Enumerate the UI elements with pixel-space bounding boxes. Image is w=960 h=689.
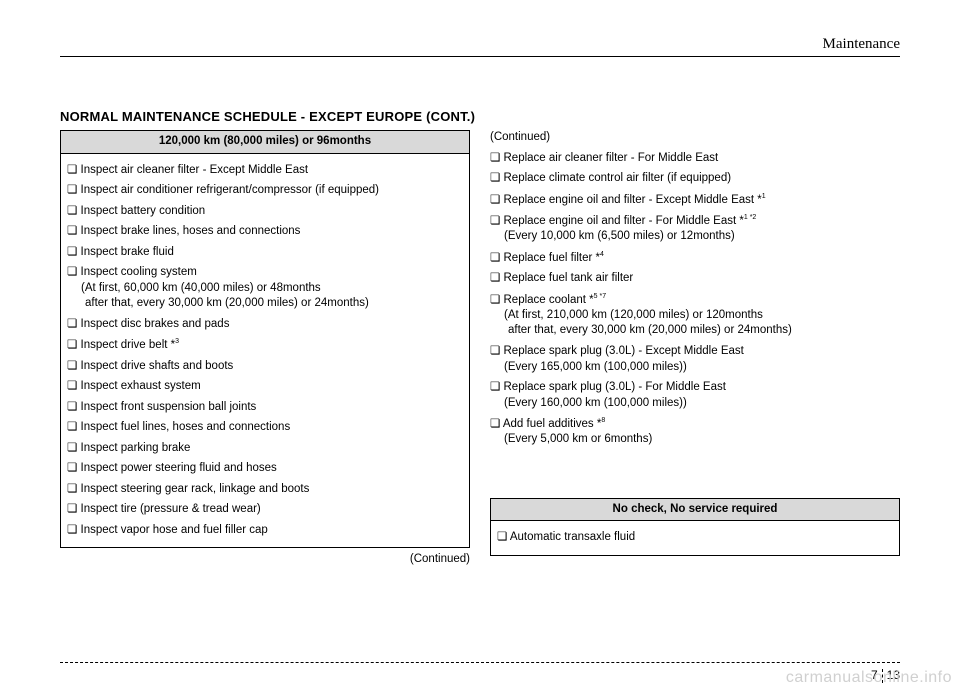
list-item: ❏ Replace engine oil and filter - For Mi… xyxy=(490,213,900,245)
list-item: ❏ Inspect tire (pressure & tread wear) xyxy=(67,502,463,518)
list-item: ❏ Inspect air cleaner filter - Except Mi… xyxy=(67,163,463,179)
header-rule xyxy=(60,56,900,57)
continued-bottom: (Continued) xyxy=(60,552,470,568)
interval-header: 120,000 km (80,000 miles) or 96months xyxy=(60,130,470,154)
list-item: ❏ Inspect drive shafts and boots xyxy=(67,359,463,375)
left-column: 120,000 km (80,000 miles) or 96months ❏ … xyxy=(60,130,470,568)
list-item: ❏ Inspect vapor hose and fuel filler cap xyxy=(67,523,463,539)
manual-page: Maintenance NORMAL MAINTENANCE SCHEDULE … xyxy=(0,0,960,568)
right-column: (Continued) ❏ Replace air cleaner filter… xyxy=(490,130,900,568)
list-item: ❏ Inspect brake fluid xyxy=(67,245,463,261)
list-item: ❏ Replace fuel tank air filter xyxy=(490,271,900,287)
list-item: ❏ Add fuel additives *8(Every 5,000 km o… xyxy=(490,416,900,448)
list-item: ❏ Replace spark plug (3.0L) - Except Mid… xyxy=(490,344,900,375)
box2: No check, No service required ❏ Automati… xyxy=(490,498,900,556)
list-item: ❏ Inspect exhaust system xyxy=(67,379,463,395)
footer-rule xyxy=(60,662,900,663)
watermark: carmanualsonline.info xyxy=(786,669,952,687)
right-items: ❏ Replace air cleaner filter - For Middl… xyxy=(490,151,900,448)
list-item: ❏ Inspect steering gear rack, linkage an… xyxy=(67,482,463,498)
section-title: Maintenance xyxy=(823,36,900,53)
list-item: ❏ Inspect brake lines, hoses and connect… xyxy=(67,224,463,240)
list-item: ❏ Replace engine oil and filter - Except… xyxy=(490,192,900,208)
list-item: ❏ Replace fuel filter *4 xyxy=(490,250,900,266)
list-item: ❏ Replace climate control air filter (if… xyxy=(490,171,900,187)
list-item: ❏ Inspect fuel lines, hoses and connecti… xyxy=(67,420,463,436)
list-item: ❏ Inspect air conditioner refrigerant/co… xyxy=(67,183,463,199)
page-heading: NORMAL MAINTENANCE SCHEDULE - EXCEPT EUR… xyxy=(60,109,900,124)
list-item: ❏ Replace air cleaner filter - For Middl… xyxy=(490,151,900,167)
list-item: ❏ Inspect front suspension ball joints xyxy=(67,400,463,416)
list-item: ❏ Automatic transaxle fluid xyxy=(497,530,893,546)
list-item: ❏ Inspect battery condition xyxy=(67,204,463,220)
list-item: ❏ Inspect power steering fluid and hoses xyxy=(67,461,463,477)
list-item: ❏ Inspect drive belt *3 xyxy=(67,337,463,353)
content-columns: 120,000 km (80,000 miles) or 96months ❏ … xyxy=(60,130,900,568)
list-item: ❏ Inspect disc brakes and pads xyxy=(67,317,463,333)
box2-header: No check, No service required xyxy=(490,498,900,522)
list-item: ❏ Replace coolant *5 *7(At first, 210,00… xyxy=(490,292,900,339)
list-item: ❏ Inspect parking brake xyxy=(67,441,463,457)
continued-top: (Continued) xyxy=(490,130,900,146)
list-item: ❏ Inspect cooling system(At first, 60,00… xyxy=(67,265,463,312)
left-box-body: ❏ Inspect air cleaner filter - Except Mi… xyxy=(60,154,470,549)
box2-body: ❏ Automatic transaxle fluid xyxy=(490,521,900,556)
list-item: ❏ Replace spark plug (3.0L) - For Middle… xyxy=(490,380,900,411)
